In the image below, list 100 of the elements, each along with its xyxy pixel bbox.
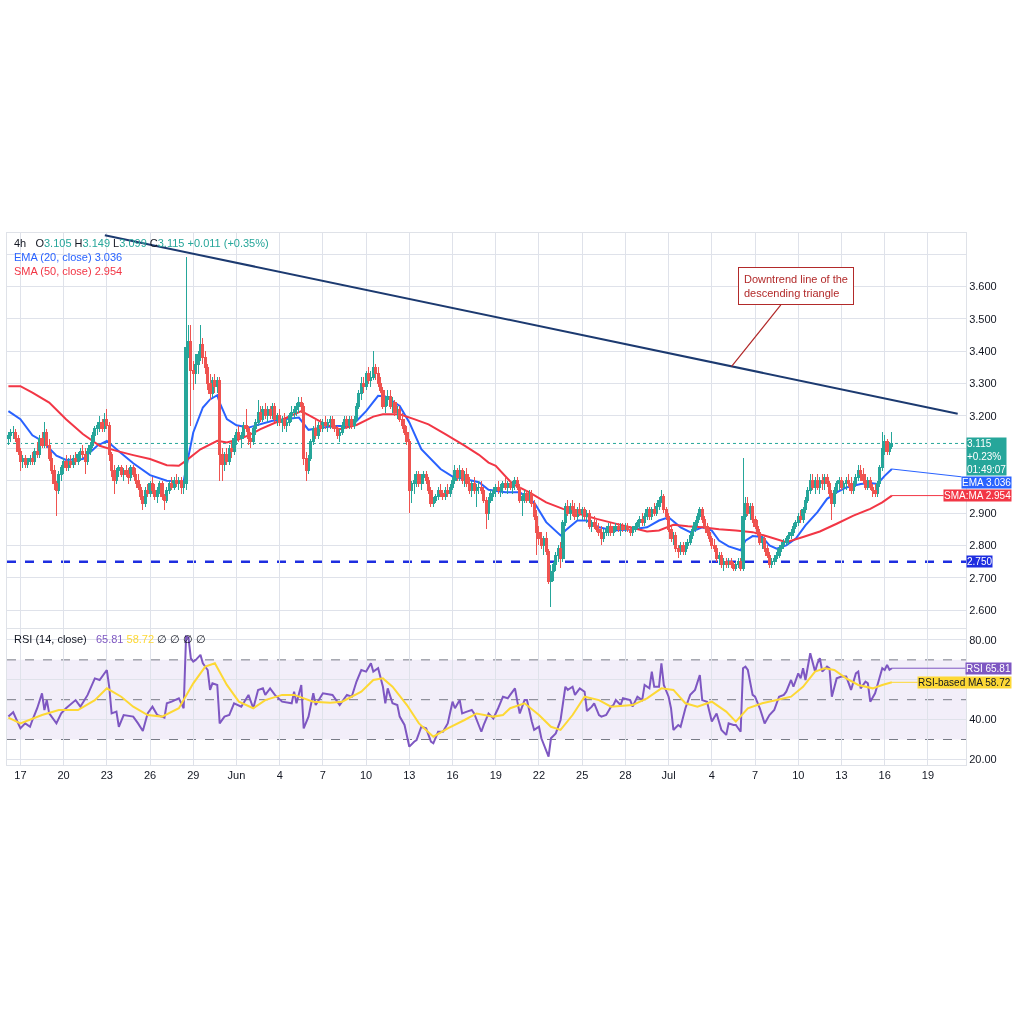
x-tick-label: Jul [661, 769, 676, 782]
candlestick [731, 561, 736, 572]
candlestick [438, 483, 443, 498]
chart-title: 4h O [14, 237, 44, 249]
candlestick [859, 464, 863, 482]
candlestick [837, 476, 841, 491]
x-tick-label: 19 [489, 769, 502, 782]
candlestick [811, 473, 815, 491]
y-tick-label: 3.500 [969, 312, 997, 325]
candlestick [328, 415, 332, 430]
candlestick [772, 554, 776, 566]
candlestick [638, 515, 642, 530]
annotation: RSI-based MA 58.72 [918, 677, 1011, 688]
text: SMA (50, close) 2.954 [14, 265, 123, 277]
candlestick [815, 473, 820, 491]
x-tick-label: 26 [143, 769, 157, 782]
candlestick [292, 405, 296, 420]
x-tick-label: Jun [227, 769, 246, 782]
candlestick [566, 499, 570, 517]
candlestick [290, 405, 294, 423]
y-tick-label: 2.800 [969, 539, 997, 552]
candlestick [734, 561, 738, 572]
candlestick [599, 525, 603, 546]
y-tick-label: 20.00 [969, 753, 997, 766]
candlestick [261, 405, 265, 423]
x-tick-label: 28 [619, 769, 632, 782]
candlestick [323, 415, 327, 430]
y-tick-label: 3.400 [969, 345, 997, 358]
candlestick [189, 324, 193, 427]
candlestick [813, 476, 817, 495]
candlestick [791, 522, 796, 537]
candlestick [635, 519, 639, 530]
candlestick [652, 502, 656, 517]
candlestick [98, 415, 102, 433]
x-tick-label: 10 [792, 769, 805, 782]
candlestick [633, 522, 637, 533]
candlestick [501, 480, 505, 495]
candlestick [849, 476, 853, 495]
candlestick [585, 509, 589, 524]
candlestick [436, 486, 440, 501]
candlestick [549, 564, 553, 608]
candlestick [640, 512, 644, 527]
annotation: EMA 3.036 [962, 477, 1012, 488]
candlestick [230, 441, 234, 459]
x-tick-label: 23 [100, 769, 113, 782]
candlestick [417, 470, 421, 488]
x-tick-label: 16 [878, 769, 891, 782]
x-tick-label: 29 [187, 769, 200, 782]
candlestick [628, 525, 632, 537]
candlestick [839, 476, 844, 491]
candlestick [33, 447, 37, 465]
candlestick [282, 412, 287, 430]
candlestick [330, 415, 335, 430]
candlestick [799, 509, 803, 524]
x-tick-label: 10 [359, 769, 373, 782]
annotation: SMA:MA 2.954 [944, 490, 1012, 501]
x-tick-label: 4 [276, 769, 283, 782]
y-tick-label: 2.600 [969, 604, 997, 617]
y-tick-label: 3.300 [969, 377, 997, 390]
candlestick [9, 428, 13, 443]
candlestick [818, 476, 822, 495]
candlestick [28, 454, 32, 465]
candlestick [366, 366, 371, 385]
ref-line-label: 3.115 +0.23% 01:49:07 [967, 438, 1007, 475]
candlestick [784, 535, 788, 546]
candlestick [842, 480, 846, 495]
candlestick [126, 467, 131, 485]
ref-line-label: 2.750 [967, 556, 993, 567]
y-tick-label: 3.600 [969, 280, 997, 293]
x-tick-label: 19 [921, 769, 935, 782]
candlestick [316, 421, 320, 440]
candlestick [280, 415, 284, 433]
candlestick [321, 418, 325, 433]
x-tick-label: 7 [319, 769, 326, 782]
candlestick [364, 370, 368, 391]
candlestick [885, 438, 889, 456]
candlestick [30, 451, 34, 465]
x-tick-label: 4 [708, 769, 715, 782]
candlestick [146, 483, 150, 498]
candlestick [474, 483, 479, 508]
candlestick [739, 557, 743, 572]
candlestick [782, 538, 786, 550]
annotation: 65.81 58.72 ∅ ∅ ∅ ∅ [95, 633, 207, 645]
chart-title: RSI (14, close) [14, 633, 87, 645]
annotation: Downtrend line of the descending triangle [744, 273, 848, 300]
x-tick-label: 20 [57, 769, 70, 782]
candlestick [494, 483, 498, 498]
y-tick-label: 80.00 [969, 633, 997, 646]
candlestick [508, 480, 512, 491]
x-tick-label: 25 [576, 769, 589, 782]
candlestick [787, 531, 791, 546]
candlestick [194, 353, 198, 385]
candlestick [472, 476, 476, 495]
candlestick [35, 441, 39, 459]
x-tick-label: 13 [403, 769, 416, 782]
y-tick-label: 2.700 [969, 571, 997, 584]
x-tick-label: 7 [751, 769, 759, 782]
y-tick-label: 3.200 [969, 409, 997, 422]
text: EMA (20, close) 3.036 [14, 251, 123, 263]
candlestick [362, 376, 366, 394]
